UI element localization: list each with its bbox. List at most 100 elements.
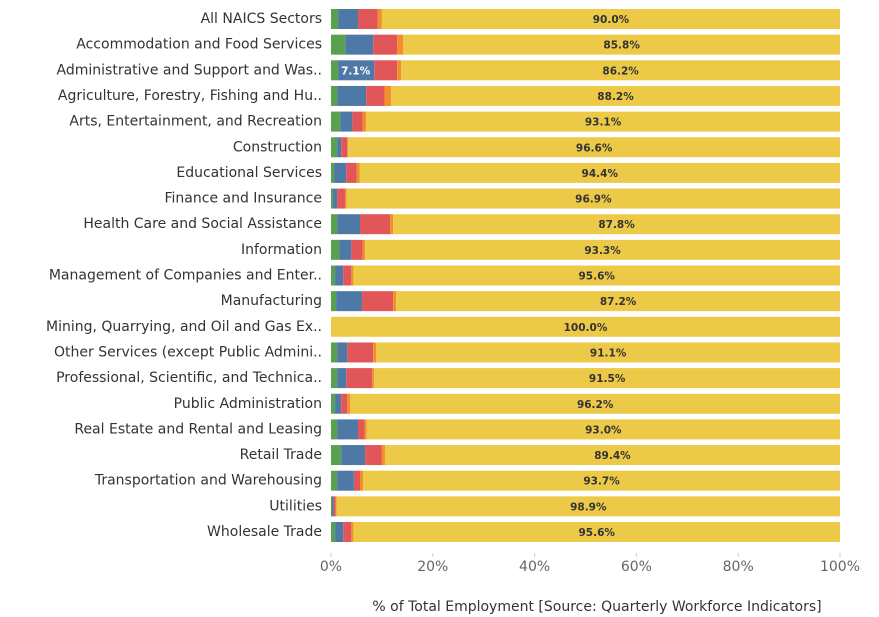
bar-segment — [351, 265, 354, 286]
bar-segment — [362, 239, 366, 260]
bar-segment — [341, 445, 366, 466]
bar-segment — [345, 188, 347, 209]
bar-segment — [384, 445, 840, 466]
bar-segment — [339, 239, 352, 260]
bar-segment — [364, 419, 367, 440]
category-label: Manufacturing — [221, 293, 322, 309]
data-label: 89.4% — [594, 450, 631, 462]
bar-segment — [403, 34, 840, 55]
bar-segment — [331, 522, 336, 542]
x-axis-title: % of Total Employment [Source: Quarterly… — [372, 599, 821, 615]
bar-segment — [331, 445, 342, 466]
category-label: Real Estate and Rental and Leasing — [74, 421, 322, 437]
data-label: 90.0% — [593, 14, 630, 26]
bar-segment — [363, 470, 840, 491]
data-label: 98.9% — [570, 501, 607, 513]
bar-segment — [334, 162, 347, 183]
data-label: 7.1% — [341, 65, 371, 77]
bar-segment — [331, 34, 346, 55]
category-label: Wholesale Trade — [207, 524, 322, 540]
bar-segment — [331, 214, 338, 235]
bar-segment — [362, 291, 394, 312]
bar-segment — [376, 342, 840, 363]
bar-segment — [337, 214, 361, 235]
data-label: 91.1% — [590, 347, 627, 359]
bar-segment — [351, 522, 354, 542]
bar-segment — [338, 60, 375, 81]
data-label: 96.9% — [575, 194, 612, 206]
category-label: Management of Companies and Enter.. — [49, 268, 322, 284]
bar-segment — [337, 85, 367, 106]
bar-segment — [353, 470, 361, 491]
bar-segment — [331, 291, 337, 312]
bar-segment — [331, 239, 340, 260]
bar-segment — [331, 368, 338, 389]
bar-segment — [333, 496, 336, 517]
bar-segment — [373, 342, 377, 363]
x-tick-label: 80% — [723, 559, 754, 575]
category-label: Health Care and Social Assistance — [83, 216, 322, 232]
bar-segment — [357, 419, 365, 440]
bar-segment — [362, 111, 367, 132]
category-label: All NAICS Sectors — [201, 11, 322, 27]
bar-segment — [331, 60, 339, 81]
bar-segment — [331, 419, 338, 440]
bar-segment — [345, 34, 374, 55]
category-label: Accommodation and Food Services — [76, 37, 322, 53]
bar-segment — [335, 393, 342, 414]
bar-segment — [391, 85, 840, 106]
bar-segment — [331, 342, 338, 363]
bar-segment — [359, 162, 840, 183]
category-label: Finance and Insurance — [165, 191, 323, 207]
bar-segment — [337, 470, 354, 491]
bar-segment — [331, 316, 840, 337]
bar-segment — [360, 214, 391, 235]
bar-segment — [331, 137, 338, 158]
x-tick-label: 0% — [320, 559, 342, 575]
bar-segment — [390, 214, 394, 235]
bar-segment — [366, 111, 840, 132]
bar-segment — [343, 265, 352, 286]
bar-segment — [356, 162, 360, 183]
bar-segment — [348, 137, 840, 158]
data-label: 87.2% — [600, 296, 637, 308]
bar-segment — [346, 188, 840, 209]
bar-segment — [331, 111, 341, 132]
data-label: 100.0% — [564, 322, 608, 334]
bar-segment — [331, 393, 336, 414]
bar-segment — [337, 342, 348, 363]
bar-segment — [401, 60, 840, 81]
data-label: 93.3% — [584, 245, 621, 257]
bar-segment — [372, 368, 375, 389]
bar-segment — [352, 111, 363, 132]
bar-segment — [336, 496, 840, 517]
category-label: Utilities — [269, 498, 322, 514]
bar-segment — [346, 368, 373, 389]
bar-segment — [347, 393, 351, 414]
bar-segment — [366, 85, 385, 106]
data-label: 94.4% — [582, 168, 619, 180]
category-label: Transportation and Warehousing — [94, 473, 322, 489]
bar-segment — [357, 9, 378, 29]
bar-segment — [335, 496, 337, 517]
data-label: 91.5% — [589, 373, 626, 385]
data-label: 93.0% — [585, 424, 622, 436]
bar-segment — [337, 419, 358, 440]
x-tick-label: 20% — [417, 559, 448, 575]
bar-segment — [337, 368, 347, 389]
bar-segment — [366, 419, 840, 440]
category-label: Professional, Scientific, and Technica.. — [56, 370, 322, 386]
bar-segment — [381, 445, 385, 466]
bar-segment — [374, 368, 840, 389]
bar-segment — [393, 214, 840, 235]
x-tick-label: 60% — [621, 559, 652, 575]
bar-segment — [360, 470, 364, 491]
bar-segment — [335, 265, 344, 286]
bar-segment — [340, 111, 353, 132]
bar-segment — [396, 291, 840, 312]
bar-segment — [331, 188, 334, 209]
data-label: 86.2% — [602, 65, 639, 77]
bar-segment — [347, 137, 349, 158]
